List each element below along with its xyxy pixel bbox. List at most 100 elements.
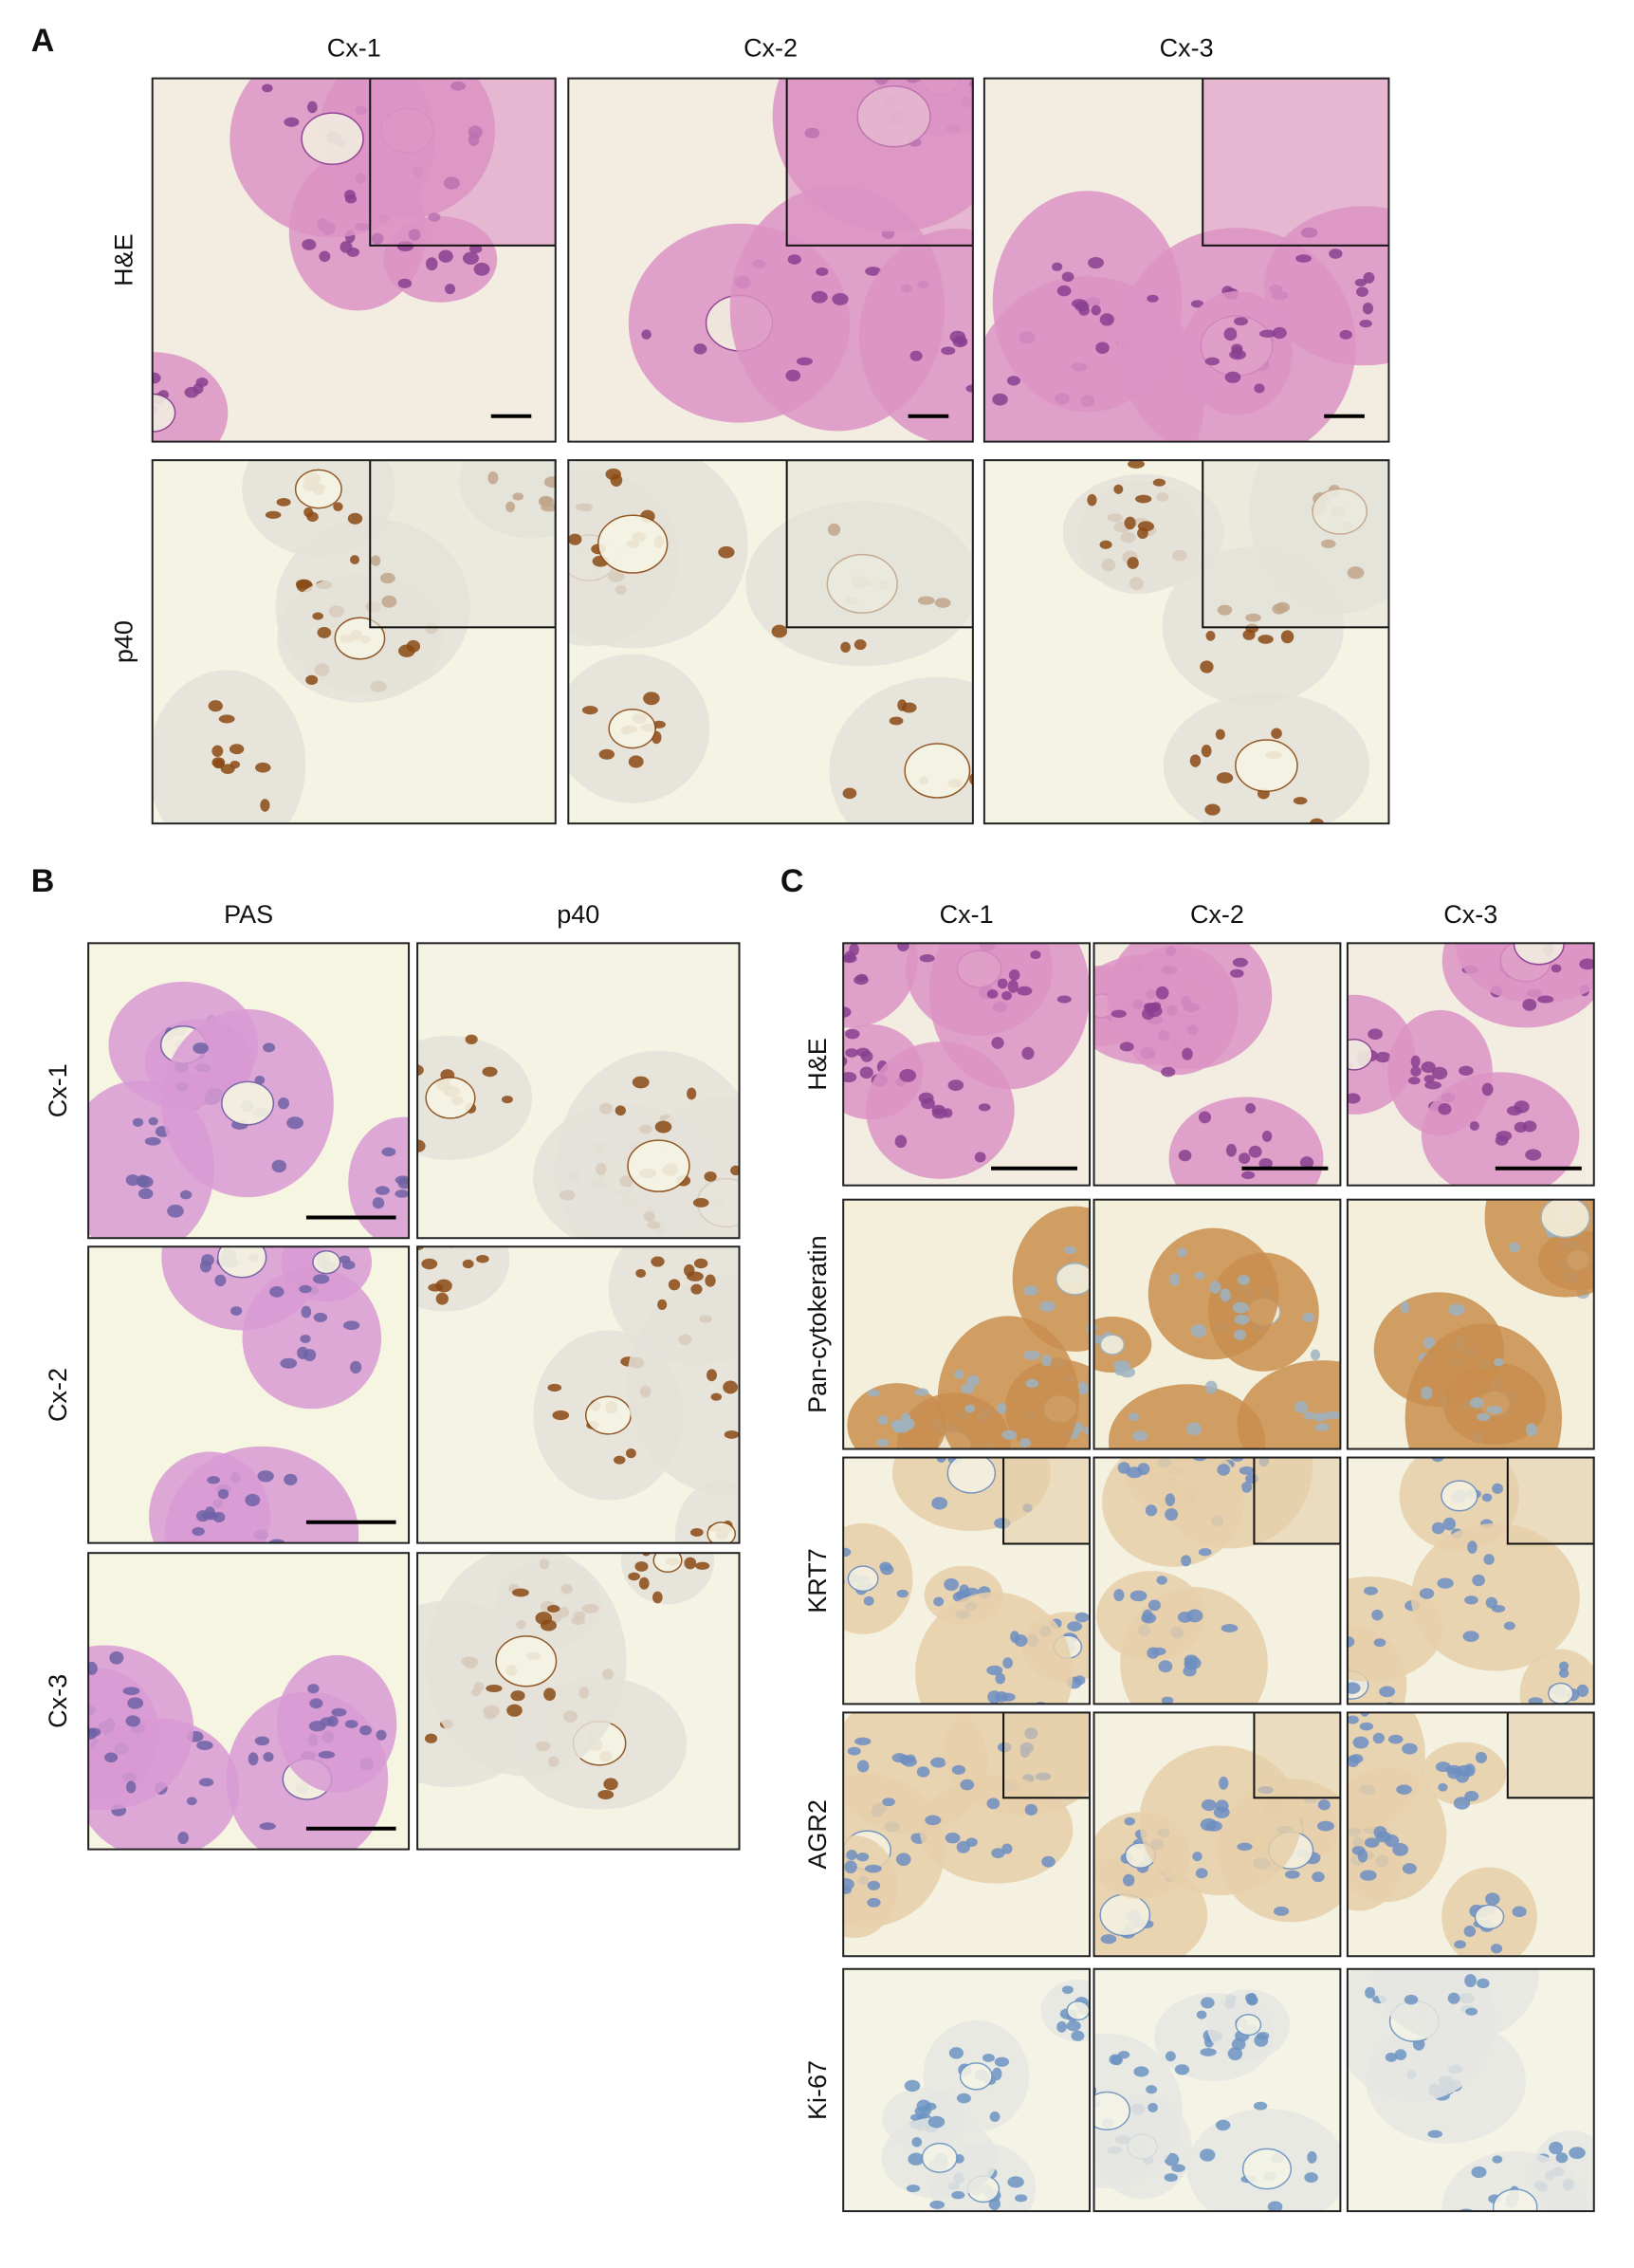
nucleus [1431,1521,1445,1535]
nucleus [1371,1609,1384,1621]
nucleus [855,1047,871,1058]
micrograph-border [87,1552,411,1851]
nucleus [1209,1281,1221,1294]
lumen [904,743,971,799]
nucleus [199,1260,212,1273]
nucleus [1087,493,1097,507]
inset [1202,78,1389,247]
nucleus [1352,1736,1369,1749]
nucleus [1248,1145,1262,1158]
nucleus [1100,1934,1117,1945]
nucleus [1525,1149,1542,1161]
nucleus [936,1457,946,1463]
nucleus [1192,1851,1203,1862]
label: C [780,863,804,899]
nucleus [1241,1171,1256,1180]
nucleus [959,1584,969,1595]
nucleus [127,1697,144,1709]
nucleus [1126,1466,1143,1479]
nucleus [1284,1870,1300,1879]
nucleus [605,468,621,481]
lumen [584,1395,632,1435]
lumen [1241,2148,1293,2190]
nucleus [1525,1423,1537,1437]
nucleus [867,1897,881,1908]
nucleus [254,1076,266,1085]
nucleus [1423,1337,1436,1349]
nucleus [1379,1686,1396,1698]
nucleus [1083,1426,1091,1435]
nucleus [1316,1820,1334,1832]
nucleus [1185,1422,1203,1436]
nucleus [811,290,828,304]
nucleus [1442,1517,1456,1531]
nucleus [1273,1906,1290,1916]
nucleus [340,241,353,253]
nucleus [1469,1120,1479,1131]
nucleus [1074,1612,1090,1623]
nucleus [307,1684,320,1694]
nucleus [853,905,866,917]
micrograph-border [982,459,1390,825]
nucleus [1347,1093,1361,1104]
nucleus [790,1213,799,1224]
nucleus [1220,1288,1231,1302]
tissue-cluster [1108,1384,1266,1449]
nucleus [1465,2007,1478,2016]
nucleus [152,372,161,384]
nucleus [1360,1870,1377,1881]
nucleus [1396,1784,1412,1795]
nucleus [1189,754,1202,767]
nucleus [771,624,788,638]
nucleus [854,975,869,986]
nucleus [257,1470,274,1483]
nucleus [510,1690,525,1702]
nucleus [995,1672,1006,1685]
micrograph-border [1092,1198,1342,1450]
nucleus [1237,1274,1251,1285]
nucleus [1161,1696,1174,1705]
inset [785,78,973,247]
nucleus [927,2115,946,2129]
nucleus [877,1414,889,1426]
nucleus [1261,1130,1273,1142]
nucleus [740,1548,754,1557]
nucleus [1155,986,1169,1000]
lumen [1235,2013,1262,2037]
nucleus [996,1402,1007,1414]
nucleus [1271,728,1282,739]
nucleus [1201,744,1212,758]
nucleus [652,1591,663,1604]
nucleus [212,1511,226,1522]
nucleus [864,1864,882,1873]
nucleus [1196,2010,1207,2019]
nucleus [1347,1755,1360,1768]
nucleus [1078,305,1090,316]
nucleus [1464,1791,1479,1802]
nucleus [198,1778,214,1787]
nucleus [762,1441,778,1449]
nucleus [1165,1507,1179,1521]
nucleus [1204,357,1220,366]
nucleus [923,23,936,34]
nucleus [997,978,1008,989]
nucleus [854,1737,872,1746]
nucleus [1258,635,1274,644]
nucleus [944,1577,959,1591]
nucleus [319,250,331,263]
nucleus [954,1369,964,1379]
nucleus [879,1561,892,1572]
lumen [946,1457,997,1494]
nucleus [207,1476,221,1484]
nucleus [1017,986,1033,996]
nucleus [303,1348,317,1362]
lumen [959,2062,993,2091]
nucleus [1147,294,1159,303]
nucleus [956,1840,970,1853]
nucleus [1232,957,1248,968]
nucleus [1475,1751,1488,1763]
nucleus [1294,1401,1308,1413]
nucleus [856,1852,870,1862]
nucleus [1258,329,1276,339]
nucleus [991,1037,1004,1049]
